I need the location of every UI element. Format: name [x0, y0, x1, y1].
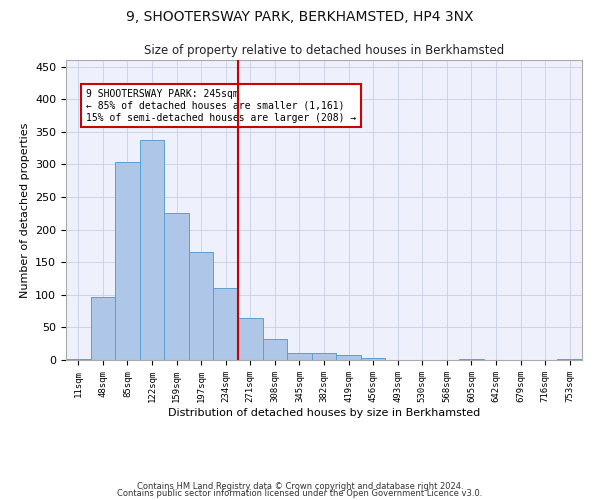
- X-axis label: Distribution of detached houses by size in Berkhamsted: Distribution of detached houses by size …: [168, 408, 480, 418]
- Bar: [140, 140, 164, 360]
- Text: Contains public sector information licensed under the Open Government Licence v3: Contains public sector information licen…: [118, 489, 482, 498]
- Bar: [312, 354, 336, 360]
- Text: 9, SHOOTERSWAY PARK, BERKHAMSTED, HP4 3NX: 9, SHOOTERSWAY PARK, BERKHAMSTED, HP4 3N…: [126, 10, 474, 24]
- Bar: [115, 162, 140, 360]
- Bar: [189, 252, 214, 360]
- Bar: [361, 358, 385, 360]
- Bar: [263, 339, 287, 360]
- Bar: [214, 288, 238, 360]
- Text: 9 SHOOTERSWAY PARK: 245sqm
← 85% of detached houses are smaller (1,161)
15% of s: 9 SHOOTERSWAY PARK: 245sqm ← 85% of deta…: [86, 90, 356, 122]
- Y-axis label: Number of detached properties: Number of detached properties: [20, 122, 29, 298]
- Bar: [238, 318, 263, 360]
- Bar: [164, 214, 189, 360]
- Text: Contains HM Land Registry data © Crown copyright and database right 2024.: Contains HM Land Registry data © Crown c…: [137, 482, 463, 491]
- Bar: [66, 358, 91, 360]
- Bar: [336, 356, 361, 360]
- Title: Size of property relative to detached houses in Berkhamsted: Size of property relative to detached ho…: [144, 44, 504, 58]
- Bar: [91, 296, 115, 360]
- Bar: [287, 354, 312, 360]
